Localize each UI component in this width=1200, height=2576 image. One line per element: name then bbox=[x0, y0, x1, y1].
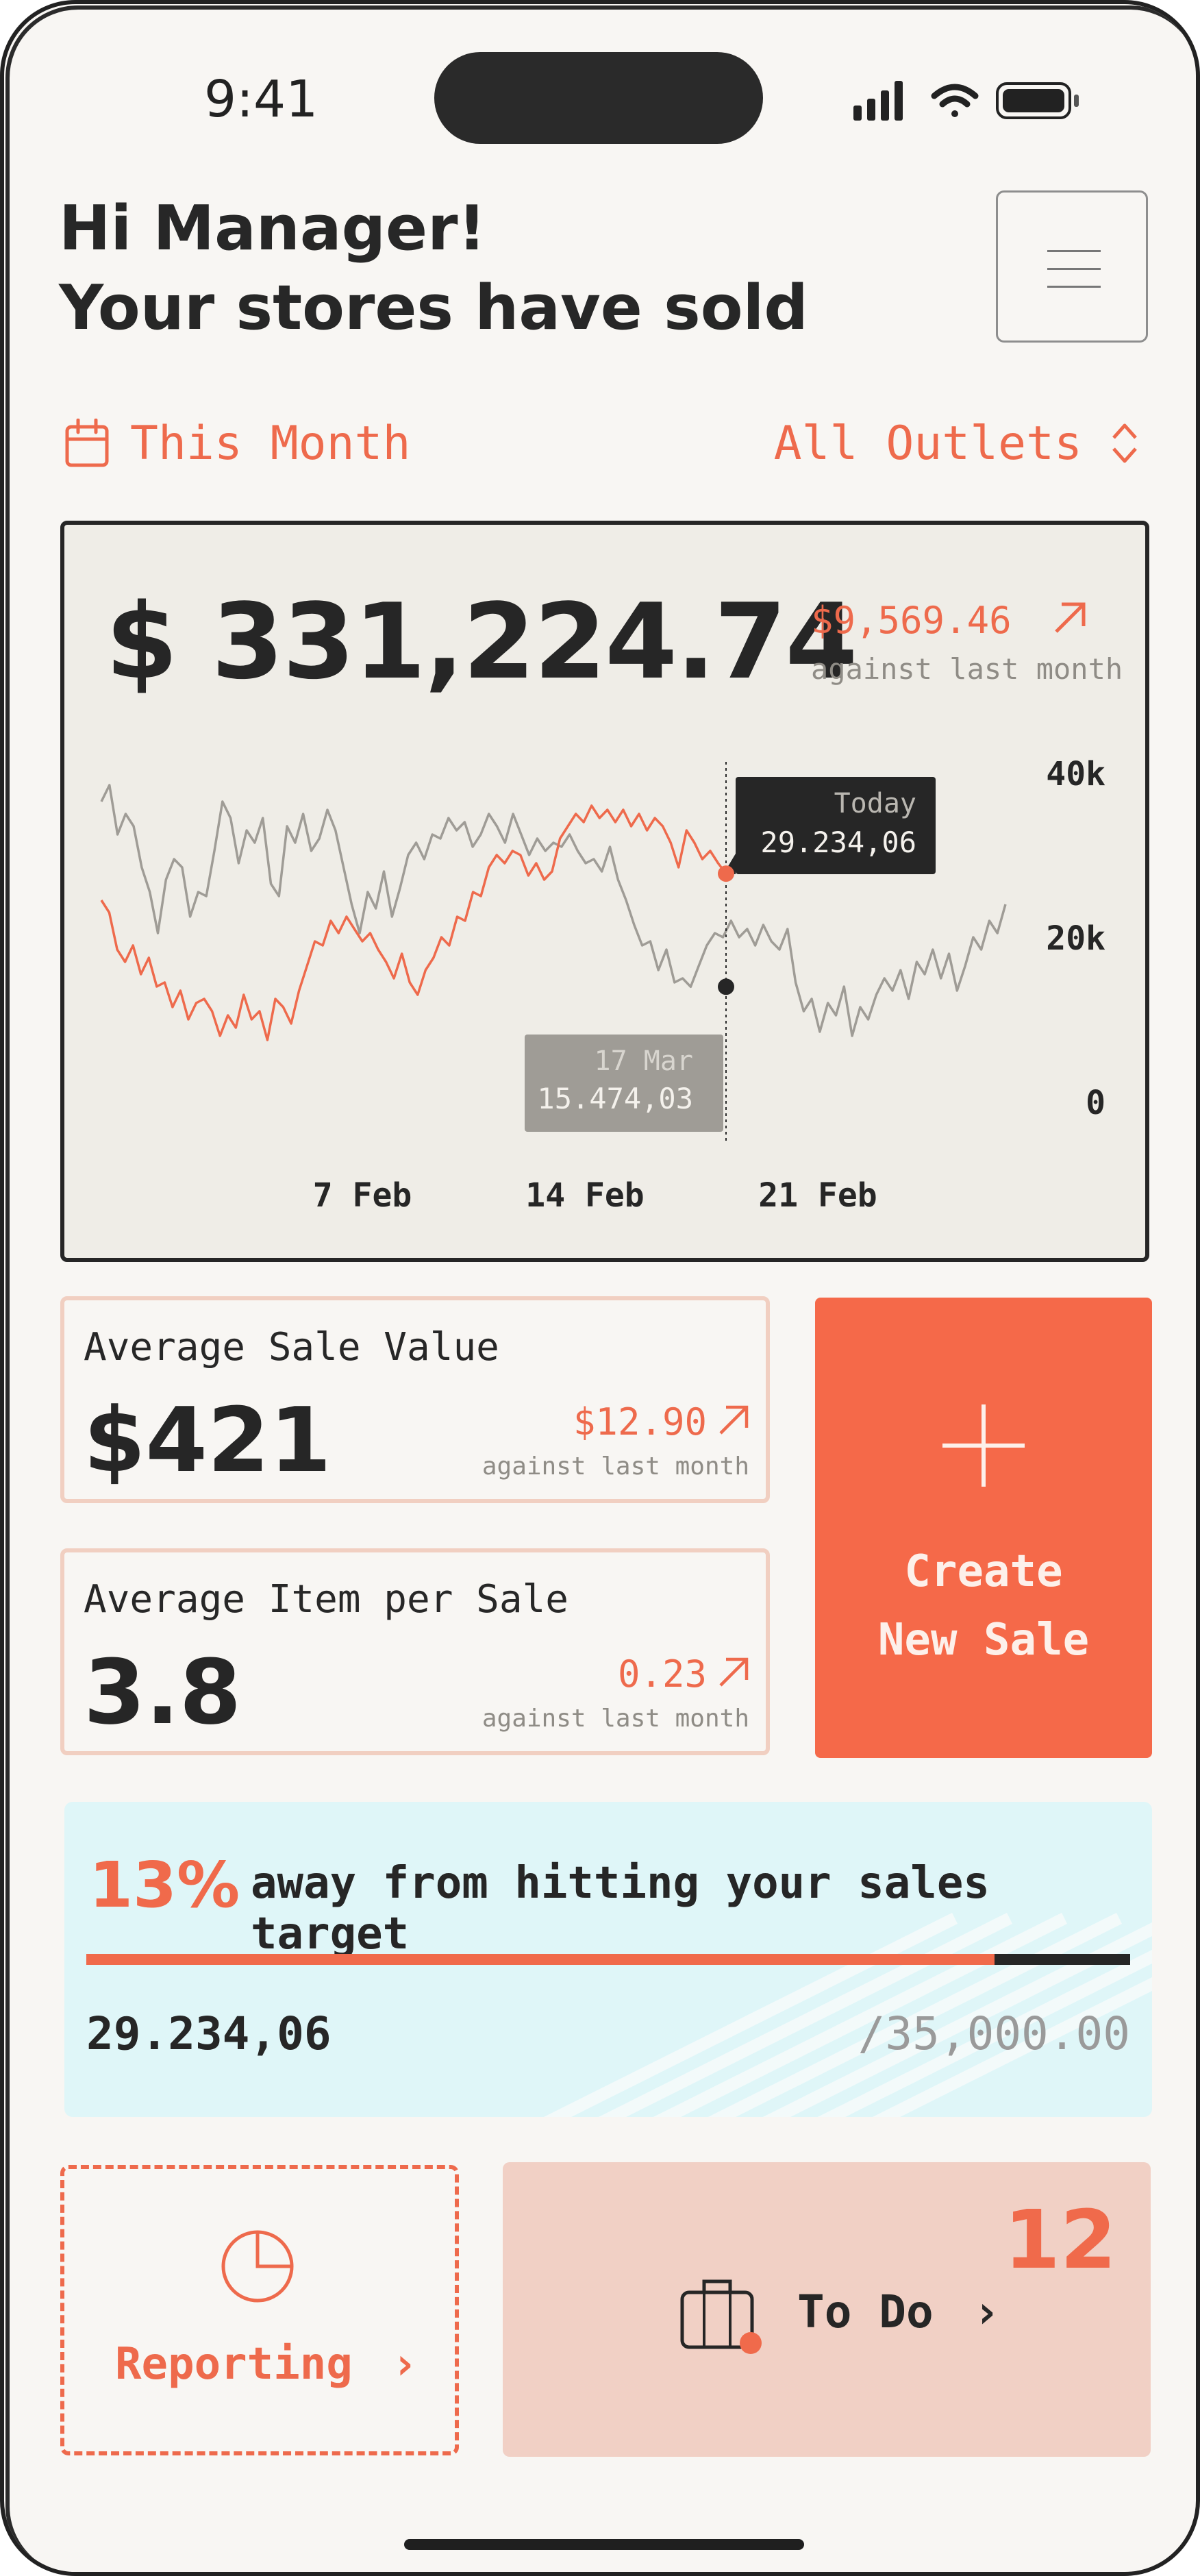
greeting-line-1: Hi Manager! bbox=[59, 193, 486, 264]
dynamic-island bbox=[434, 52, 763, 144]
total-sales-value: $ 331,224.74 bbox=[105, 581, 858, 702]
chevron-right-icon: › bbox=[391, 2339, 418, 2390]
pie-chart-icon bbox=[221, 2230, 294, 2303]
previous-tooltip-value: 15.474,03 bbox=[537, 1082, 693, 1115]
y-tick-label: 0 bbox=[1086, 1084, 1105, 1122]
stat-label: Average Item per Sale bbox=[84, 1577, 569, 1622]
previous-tooltip-title: 17 Mar bbox=[595, 1045, 694, 1077]
notification-dot bbox=[740, 2332, 762, 2354]
hamburger-icon-line bbox=[1047, 286, 1101, 288]
plus-icon bbox=[942, 1404, 1025, 1487]
previous-period-line bbox=[100, 784, 1007, 1037]
create-label-line-1: Create bbox=[904, 1546, 1063, 1597]
sales-line-chart: Today 29.234,06 17 Mar 15.474,03 40k 20k 0… bbox=[100, 755, 1105, 1215]
outlet-label: All Outlets bbox=[773, 416, 1082, 471]
calendar-icon bbox=[65, 419, 109, 467]
outlet-selector[interactable]: All Outlets bbox=[774, 412, 1140, 474]
create-new-sale-button[interactable]: Create New Sale bbox=[815, 1298, 1152, 1758]
signal-icon bbox=[853, 81, 903, 121]
status-icons bbox=[853, 81, 1079, 121]
period-selector[interactable]: This Month bbox=[64, 412, 410, 474]
total-delta-caption: against last month bbox=[811, 652, 1123, 686]
target-percent-away: 13% bbox=[89, 1848, 240, 1922]
y-tick-label: 40k bbox=[1046, 755, 1105, 793]
arrow-up-right-icon bbox=[1055, 602, 1086, 633]
arrow-up-right-icon bbox=[719, 1657, 749, 1687]
create-label-line-2: New Sale bbox=[877, 1615, 1090, 1665]
decorative-stripes bbox=[543, 1912, 1152, 2117]
current-period-line bbox=[100, 804, 727, 1041]
period-label: This Month bbox=[130, 416, 411, 471]
arrow-up-right-icon bbox=[719, 1405, 749, 1435]
home-indicator bbox=[404, 2539, 804, 2550]
x-tick-label: 7 Feb bbox=[313, 1176, 412, 1215]
battery-icon bbox=[996, 82, 1079, 119]
greeting-line-2: Your stores have sold bbox=[59, 272, 808, 344]
chevron-right-icon: › bbox=[973, 2286, 1001, 2338]
today-tooltip: Today 29.234,06 bbox=[723, 777, 936, 874]
stat-label: Average Sale Value bbox=[84, 1325, 499, 1370]
current-point-marker bbox=[718, 865, 734, 882]
menu-button[interactable] bbox=[996, 190, 1148, 343]
previous-tooltip: 17 Mar 15.474,03 bbox=[525, 1035, 723, 1132]
x-tick-label: 14 Feb bbox=[525, 1176, 644, 1215]
wifi-icon bbox=[931, 84, 979, 117]
status-time: 9:41 bbox=[204, 70, 318, 129]
target-progress-fill bbox=[86, 1954, 995, 1965]
stat-delta: 0.23 bbox=[617, 1652, 707, 1696]
reporting-button[interactable]: Reporting › bbox=[60, 2165, 459, 2455]
target-goal-value: /35,000.00 bbox=[858, 2007, 1130, 2060]
chevron-up-down-icon bbox=[1112, 423, 1137, 463]
reporting-label-text: Reporting bbox=[115, 2339, 353, 2390]
briefcase-icon bbox=[680, 2279, 762, 2354]
todo-button[interactable]: To Do › 12 bbox=[503, 2162, 1151, 2457]
average-item-per-sale-card: Average Item per Sale 3.8 0.23 against l… bbox=[60, 1548, 770, 1755]
previous-point-marker bbox=[718, 978, 734, 995]
target-current-value: 29.234,06 bbox=[86, 2007, 332, 2060]
target-progress-bar bbox=[86, 1954, 1130, 1965]
hamburger-icon-line bbox=[1047, 268, 1101, 270]
todo-label: To Do › bbox=[797, 2286, 1000, 2338]
greeting: Hi Manager! Your stores have sold bbox=[59, 189, 808, 348]
create-new-sale-label: Create New Sale bbox=[815, 1537, 1152, 1674]
today-tooltip-title: Today bbox=[834, 788, 916, 819]
stat-caption: against last month bbox=[482, 1705, 749, 1733]
total-delta: $9,569.46 bbox=[811, 599, 1012, 642]
sales-target-card: 13% away from hitting your sales target … bbox=[64, 1802, 1152, 2117]
x-tick-label: 21 Feb bbox=[758, 1176, 877, 1215]
today-tooltip-value: 29.234,06 bbox=[760, 826, 916, 859]
todo-label-text: To Do bbox=[797, 2286, 934, 2338]
reporting-label: Reporting › bbox=[115, 2339, 418, 2390]
stat-value: 3.8 bbox=[84, 1640, 242, 1744]
sales-chart-card: $ 331,224.74 $9,569.46 against last mont… bbox=[60, 521, 1149, 1262]
hamburger-icon-line bbox=[1047, 250, 1101, 252]
stat-caption: against last month bbox=[482, 1452, 749, 1481]
y-tick-label: 20k bbox=[1046, 919, 1105, 958]
stat-delta: $12.90 bbox=[573, 1400, 707, 1444]
stat-value: $421 bbox=[84, 1388, 332, 1492]
average-sale-value-card: Average Sale Value $421 $12.90 against l… bbox=[60, 1296, 770, 1503]
target-description: away from hitting your sales target bbox=[251, 1858, 990, 1959]
todo-count-badge: 12 bbox=[1003, 2192, 1116, 2287]
